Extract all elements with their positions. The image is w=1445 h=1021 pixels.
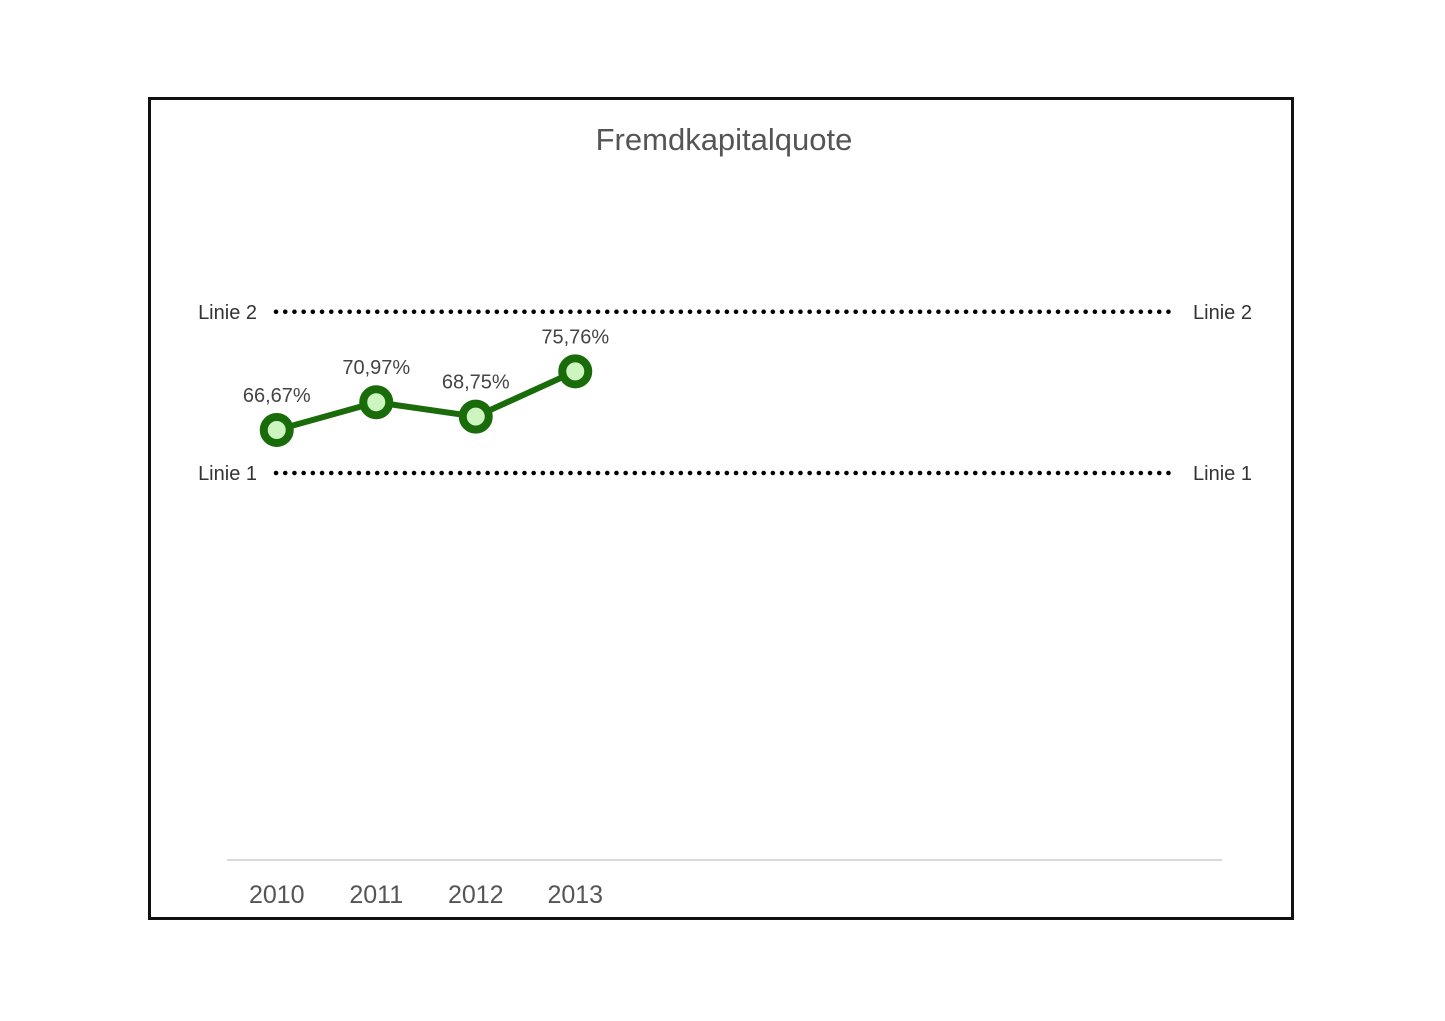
data-point-2013[interactable]	[558, 354, 593, 389]
x-tick-label-2012: 2012	[448, 881, 504, 909]
data-point-2012[interactable]	[458, 399, 493, 434]
data-label-2010: 66,67%	[243, 385, 311, 407]
x-tick-label-2011: 2011	[349, 881, 403, 909]
x-tick-label-2013: 2013	[547, 881, 603, 909]
reference-label-left-linie-2: Linie 2	[198, 302, 257, 324]
series-line	[273, 368, 579, 433]
reference-label-right-linie-1: Linie 1	[1193, 463, 1252, 485]
reference-label-left-linie-1: Linie 1	[198, 463, 257, 485]
chart-title: Fremdkapitalquote	[596, 122, 853, 157]
reference-lines: Linie 1 Linie 1 Linie 2 Linie 2	[198, 302, 1252, 485]
data-point-2010[interactable]	[259, 412, 294, 447]
series-revenue-line	[259, 354, 593, 447]
x-tick-label-2010: 2010	[249, 881, 305, 909]
data-label-2011: 70,97%	[342, 357, 410, 379]
x-axis-tick-labels: 2010 2011 2012 2013	[249, 881, 603, 909]
data-label-2012: 68,75%	[442, 372, 510, 394]
data-point-2011[interactable]	[359, 385, 394, 420]
data-labels: 66,67% 70,97% 68,75% 75,76%	[243, 326, 610, 407]
data-label-2013: 75,76%	[541, 326, 609, 348]
reference-label-right-linie-2: Linie 2	[1193, 302, 1252, 324]
